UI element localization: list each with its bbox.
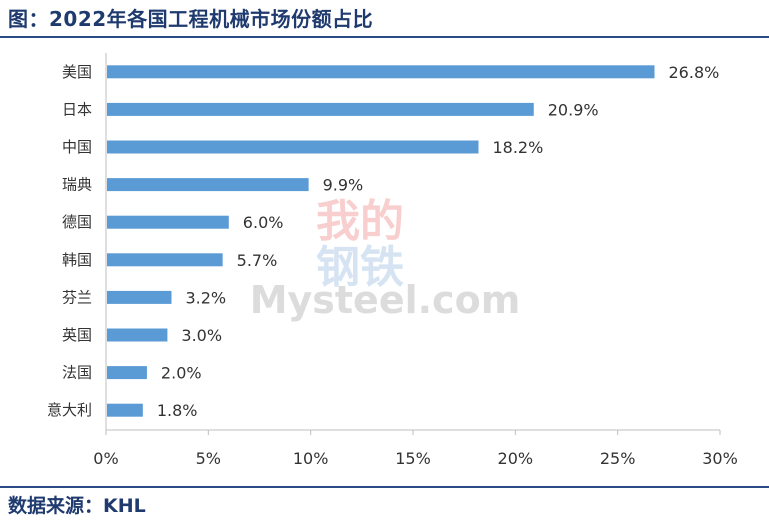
watermark-brand: Mysteel.com [250,278,521,322]
x-tick-label: 10% [293,449,329,468]
x-tick-label: 30% [702,449,738,468]
value-label: 3.2% [185,288,226,307]
category-label: 日本 [62,100,92,118]
x-tick-label: 5% [196,449,221,468]
title-rule [0,36,769,38]
x-tick-label: 25% [600,449,636,468]
bar-6 [107,253,223,267]
bar-10 [107,403,143,417]
bars [107,65,655,417]
value-label: 9.9% [323,176,364,195]
bar-9 [107,366,147,380]
value-label: 6.0% [243,213,284,232]
mysteel-watermark: 我的 钢铁 Mysteel.com [250,196,521,322]
bar-4 [107,178,309,192]
x-ticks: 0% 5% 10% 15% 20% 25% 30% [93,430,738,468]
category-label: 美国 [62,63,92,81]
x-tick-label: 20% [498,449,534,468]
bar-7 [107,290,172,304]
value-label: 1.8% [157,401,198,420]
bar-2 [107,102,534,116]
category-label: 法国 [62,364,92,382]
category-label: 瑞典 [62,176,92,194]
category-label: 芬兰 [62,288,92,306]
chart-title: 图：2022年各国工程机械市场份额占比 [8,7,374,31]
value-labels: 26.8% 20.9% 18.2% 9.9% 6.0% 5.7% 3.2% 3.0% 2.0% 1… [157,63,719,420]
category-label: 意大利 [47,401,92,419]
category-label: 韩国 [62,251,92,269]
x-tick-label: 15% [395,449,431,468]
x-tick-label: 0% [93,449,118,468]
value-label: 20.9% [548,100,599,119]
value-label: 3.0% [181,326,222,345]
category-label: 德国 [62,213,92,231]
source-note: 数据来源：KHL [8,495,146,517]
value-label: 18.2% [492,138,543,157]
value-label: 2.0% [161,364,202,383]
category-label: 英国 [62,326,92,344]
source-rule [0,486,769,488]
watermark-line1: 我的 [316,196,404,247]
watermark-line2: 钢铁 [316,242,404,293]
bar-5 [107,215,229,229]
category-label: 中国 [62,138,92,156]
bar-1 [107,65,655,79]
value-label: 5.7% [237,251,278,270]
bar-8 [107,328,168,342]
bar-3 [107,140,479,154]
value-label: 26.8% [669,63,720,82]
